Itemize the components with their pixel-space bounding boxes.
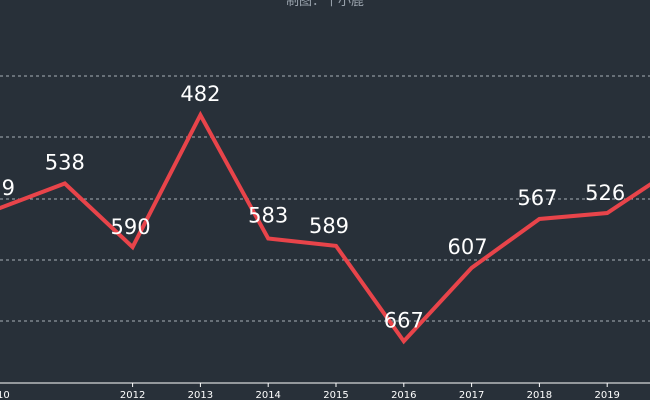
series — [0, 110, 650, 345]
x-tick-label: 2015 — [323, 390, 348, 400]
x-tick-label: 2013 — [188, 390, 213, 400]
data-label: 567 — [517, 186, 557, 210]
x-tick-label: 2018 — [527, 390, 552, 400]
series-line — [0, 110, 650, 345]
data-label: 583 — [248, 204, 288, 228]
x-tick-label: 2010 — [0, 390, 10, 400]
data-labels: 559 538 590 482 583 589 667 607 567 526 — [0, 82, 625, 332]
data-label: 559 — [0, 176, 15, 200]
gridlines — [0, 75, 650, 322]
x-tick-label: 2014 — [255, 390, 280, 400]
x-tick-label: 2012 — [120, 390, 145, 400]
x-tick-label: 2016 — [391, 390, 416, 400]
chart-subtitle: 制图：千小鹿 — [285, 0, 364, 9]
data-label: 667 — [384, 308, 424, 332]
data-label: 482 — [180, 82, 220, 106]
data-label: 590 — [111, 215, 151, 239]
x-tick-label: 2019 — [594, 390, 619, 400]
data-label: 607 — [448, 235, 488, 259]
x-tick-label: 2017 — [459, 390, 484, 400]
data-label: 589 — [309, 214, 349, 238]
data-label: 526 — [585, 181, 625, 205]
x-tick-labels: 2010201220132014201520162017201820192020 — [0, 383, 620, 400]
data-label: 538 — [45, 150, 85, 174]
